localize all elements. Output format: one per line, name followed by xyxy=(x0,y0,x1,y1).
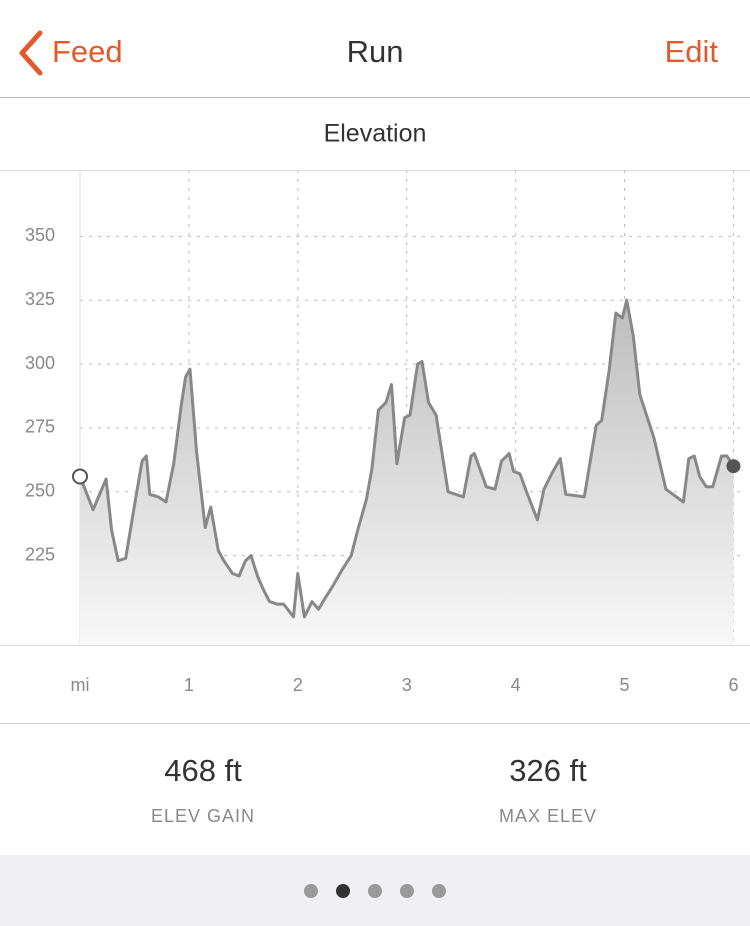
y-tick-label: 300 xyxy=(25,353,55,373)
x-tick-label: 4 xyxy=(511,675,521,695)
start-marker xyxy=(72,468,88,485)
stat-value: 326 ft xyxy=(509,753,587,788)
x-tick-label: 1 xyxy=(184,675,194,695)
stat-value: 468 ft xyxy=(164,753,242,788)
back-chevron[interactable] xyxy=(19,30,43,76)
y-tick-label: 225 xyxy=(25,544,55,564)
y-tick-label: 275 xyxy=(25,417,55,437)
pager-dot[interactable] xyxy=(400,884,414,898)
nav-title: Run xyxy=(347,34,404,69)
edit-button[interactable]: Edit xyxy=(665,34,719,69)
elevation-area xyxy=(80,300,734,645)
x-tick-label: 5 xyxy=(620,675,630,695)
y-tick-label: 250 xyxy=(25,481,55,501)
x-tick-label: 3 xyxy=(402,675,412,695)
y-tick-label: 325 xyxy=(25,289,55,309)
stat-label: MAX ELEV xyxy=(499,806,597,826)
stat-label: ELEV GAIN xyxy=(151,806,255,826)
x-tick-label: 2 xyxy=(293,675,303,695)
chart: 225 250 275 300 325 350 mi 1 2 3 4 5 6 xyxy=(25,170,741,695)
x-tick-label: 6 xyxy=(728,675,738,695)
pager-dot[interactable] xyxy=(304,884,318,898)
end-marker xyxy=(726,459,741,474)
pager-dot[interactable] xyxy=(336,884,350,898)
elevation-line xyxy=(78,298,735,619)
y-tick-label: 350 xyxy=(25,225,55,245)
pager-dot[interactable] xyxy=(368,884,382,898)
back-button[interactable]: Feed xyxy=(52,34,123,69)
pager xyxy=(304,884,446,898)
x-tick-label: mi xyxy=(71,675,90,695)
chart-title: Elevation xyxy=(324,120,427,148)
pager-dot[interactable] xyxy=(432,884,446,898)
